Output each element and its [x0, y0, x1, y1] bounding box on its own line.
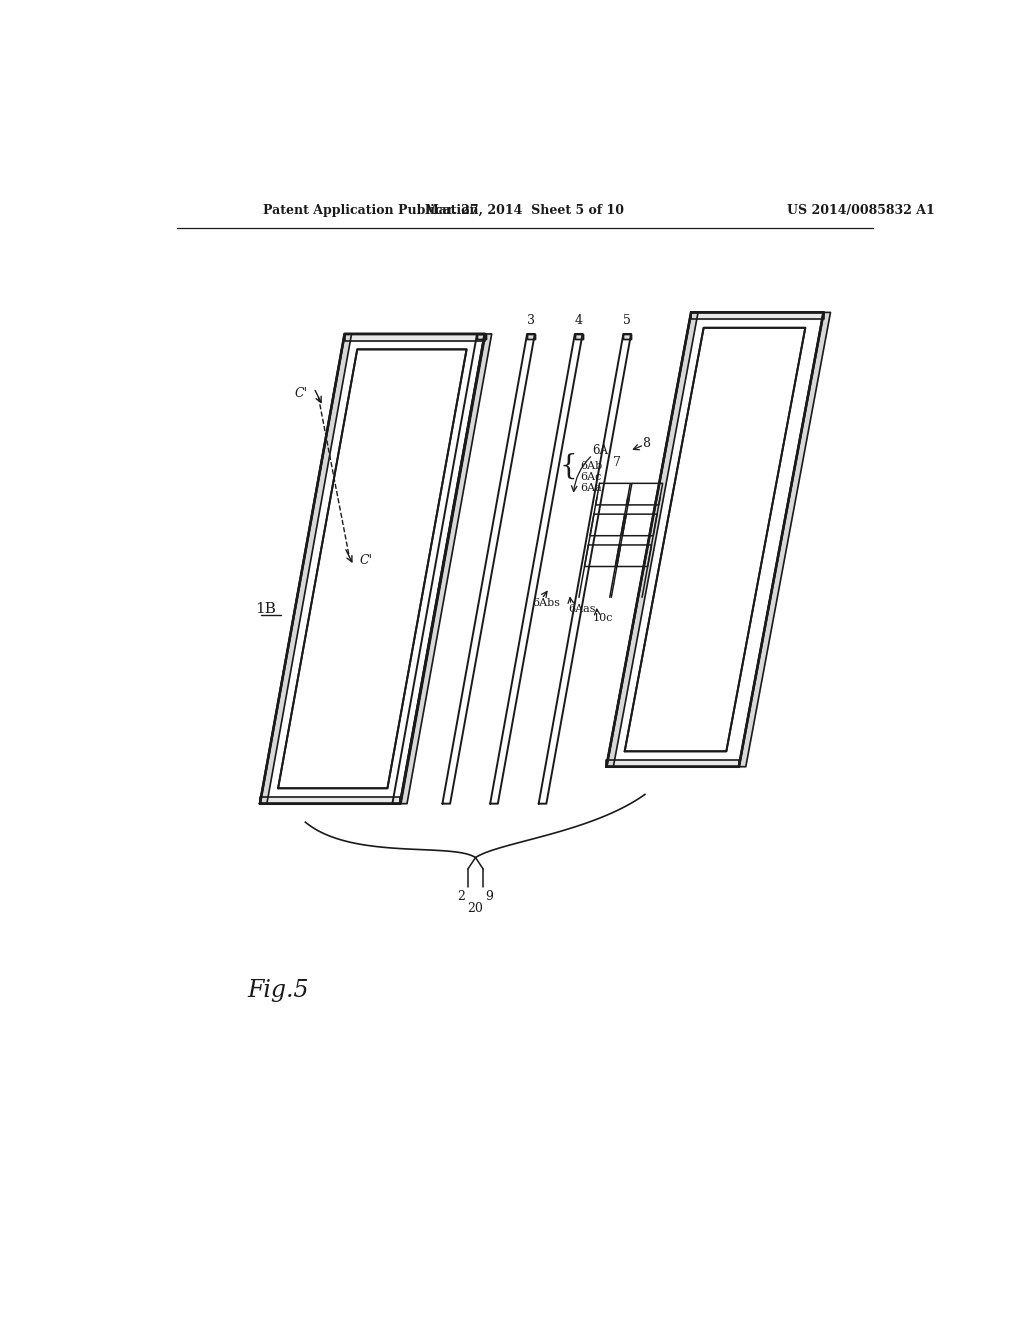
Text: 8: 8	[642, 437, 650, 450]
Text: 6Aa: 6Aa	[581, 483, 602, 492]
Polygon shape	[527, 334, 535, 339]
Polygon shape	[260, 334, 351, 804]
Text: 1B: 1B	[255, 602, 275, 616]
Polygon shape	[345, 334, 484, 341]
Text: 6Ac: 6Ac	[581, 473, 602, 482]
Text: 20: 20	[468, 902, 483, 915]
Text: 5: 5	[624, 314, 631, 326]
Polygon shape	[477, 334, 485, 339]
Text: 3: 3	[527, 314, 535, 326]
Text: Mar. 27, 2014  Sheet 5 of 10: Mar. 27, 2014 Sheet 5 of 10	[425, 205, 625, 218]
Polygon shape	[691, 313, 823, 319]
Text: US 2014/0085832 A1: US 2014/0085832 A1	[786, 205, 934, 218]
Text: 6Ab: 6Ab	[581, 462, 602, 471]
Polygon shape	[574, 334, 583, 339]
Polygon shape	[624, 334, 631, 339]
Text: 10c: 10c	[593, 612, 613, 623]
Text: 6Aas: 6Aas	[568, 603, 595, 614]
Text: 2: 2	[458, 890, 466, 903]
Text: 6A: 6A	[593, 445, 608, 458]
Text: Fig.5: Fig.5	[248, 978, 309, 1002]
Text: 4: 4	[574, 314, 583, 326]
Polygon shape	[739, 313, 830, 767]
Polygon shape	[400, 334, 492, 804]
Polygon shape	[606, 313, 698, 767]
Text: C': C'	[295, 387, 308, 400]
Text: Patent Application Publication: Patent Application Publication	[263, 205, 478, 218]
Polygon shape	[606, 760, 739, 767]
Text: 7: 7	[613, 455, 622, 469]
Text: {: {	[559, 453, 578, 480]
Text: 9: 9	[485, 890, 494, 903]
Text: 6Abs: 6Abs	[532, 598, 560, 607]
Polygon shape	[260, 797, 400, 804]
Text: C': C'	[359, 554, 373, 566]
